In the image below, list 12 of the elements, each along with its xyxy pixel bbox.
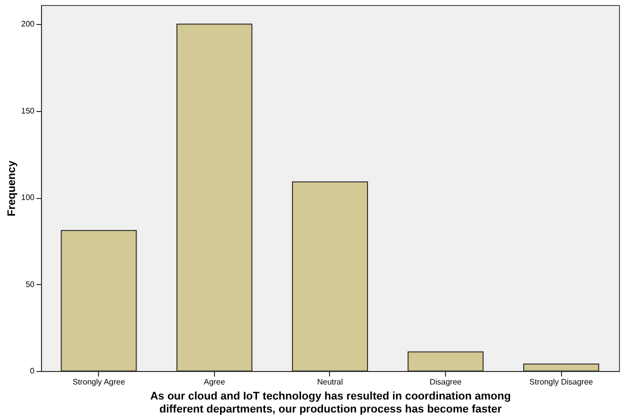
y-tick-label: 0 bbox=[30, 366, 36, 376]
x-tick-label: Strongly Agree bbox=[72, 378, 126, 386]
x-axis-title: As our cloud and IoT technology has resulted in coordination among different departments, our production process has become faster bbox=[150, 390, 511, 416]
x-tick-label: Agree bbox=[204, 378, 226, 386]
y-tick-label: 50 bbox=[26, 280, 36, 289]
y-tick-label: 150 bbox=[21, 106, 36, 116]
x-tick-label: Disagree bbox=[430, 378, 462, 386]
y-axis-title: Frequency bbox=[6, 160, 18, 216]
y-tick-label: 200 bbox=[21, 20, 36, 29]
x-tick-label: Neutral bbox=[317, 378, 344, 386]
x-tick-label: Strongly Disagree bbox=[529, 378, 594, 386]
y-tick-label: 100 bbox=[21, 193, 36, 202]
